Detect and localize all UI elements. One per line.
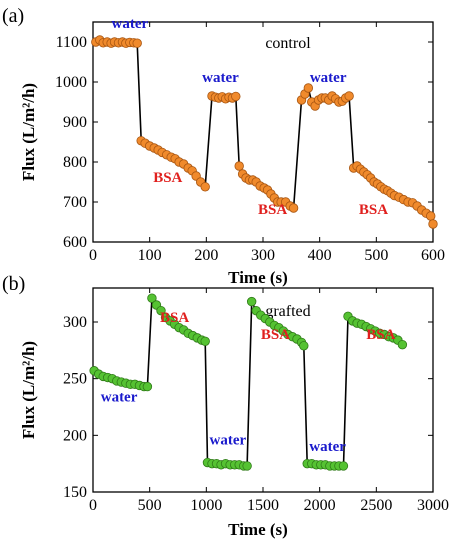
flux-data-point: [428, 219, 438, 229]
flux-data-point: [156, 305, 166, 316]
y-axis-label: Flux (L/m²/h): [19, 83, 38, 181]
panel-label: (b): [2, 273, 25, 295]
y-tick-label: 900: [63, 114, 87, 131]
x-tick-label: 400: [308, 247, 332, 264]
flux-data-point: [231, 91, 241, 102]
flux-data-point: [242, 461, 252, 471]
flux-data-point: [338, 461, 349, 471]
chart-panel-b: (b) grafted 0 500 1000 1500 2000 2500 3000 150 200…: [2, 273, 449, 539]
flux-data-point: [344, 91, 354, 101]
flux-data-point: [303, 83, 314, 93]
chart-title: control: [265, 35, 311, 52]
y-tick-label: 1000: [55, 74, 87, 91]
x-tick-label: 2500: [360, 497, 392, 514]
y-tick-label: 150: [63, 484, 87, 501]
x-tick-label: 3000: [417, 497, 449, 514]
y-tick-label: 300: [63, 314, 87, 331]
bsa-annotation: BSA: [160, 310, 189, 326]
y-axis-label: Flux (L/m²/h): [19, 341, 38, 439]
flux-data-point: [246, 296, 257, 307]
water-annotation: water: [112, 16, 149, 32]
flux-data-point: [288, 203, 299, 213]
flux-data-point: [299, 341, 309, 351]
x-tick-label: 600: [421, 247, 445, 264]
x-tick-label: 300: [251, 247, 275, 264]
y-tick-label: 250: [63, 371, 87, 388]
y-tick-label: 800: [63, 154, 87, 171]
flux-data-point: [426, 211, 436, 221]
flux-data-point: [147, 293, 157, 303]
flux-data-point: [397, 339, 408, 350]
x-tick-label: 100: [138, 247, 162, 264]
bsa-annotation: BSA: [366, 327, 395, 343]
flux-data-point: [234, 161, 244, 171]
x-tick-label: 0: [89, 497, 97, 514]
x-tick-label: 0: [89, 247, 97, 264]
water-annotation: water: [202, 70, 239, 86]
chart-panel-a: (a) control 0 100 200 300 400 500 600 600 700 800 90…: [2, 5, 445, 287]
x-tick-label: 200: [194, 247, 218, 264]
x-tick-label: 1000: [190, 497, 222, 514]
x-tick-label: 500: [138, 497, 162, 514]
water-annotation: water: [210, 432, 247, 448]
bsa-annotation: BSA: [261, 327, 290, 343]
x-tick-label: 500: [364, 247, 388, 264]
x-tick-label: 1500: [247, 497, 279, 514]
y-tick-label: 1100: [56, 34, 87, 51]
panel-label: (a): [2, 5, 24, 27]
flux-series-line: [95, 39, 434, 225]
flux-data-point: [200, 182, 210, 192]
bsa-annotation: BSA: [258, 202, 287, 218]
bsa-annotation: BSA: [359, 202, 388, 218]
flux-data-point: [142, 381, 153, 392]
x-axis-label: Time (s): [228, 520, 288, 539]
flux-data-point: [132, 38, 142, 48]
bsa-annotation: BSA: [153, 170, 182, 186]
water-annotation: water: [309, 439, 346, 455]
x-axis-label: Time (s): [228, 268, 288, 287]
y-tick-label: 700: [63, 194, 87, 211]
x-tick-label: 2000: [304, 497, 336, 514]
y-tick-label: 200: [63, 427, 87, 444]
y-tick-label: 600: [63, 234, 87, 251]
water-annotation: water: [310, 70, 347, 86]
flux-data-point: [200, 336, 210, 346]
chart-title: grafted: [265, 303, 310, 320]
water-annotation: water: [101, 389, 138, 405]
